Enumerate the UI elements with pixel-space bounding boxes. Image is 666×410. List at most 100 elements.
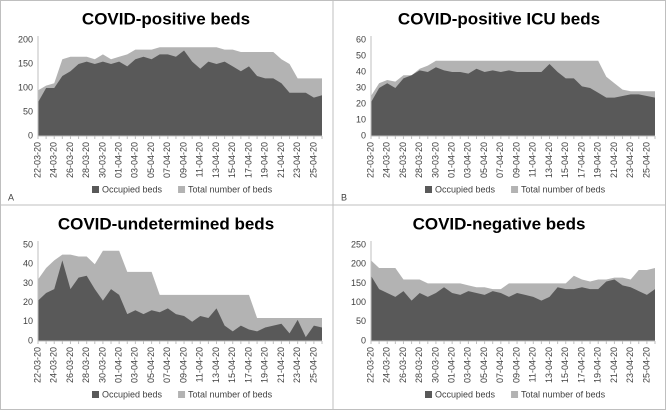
legend-swatch [425,186,432,193]
x-tick-label: 19-04-20 [593,347,603,383]
x-tick-label: 28-03-20 [414,347,424,383]
legend-swatch [92,391,99,398]
x-tick-label: 13-04-20 [544,347,554,383]
x-tick-label: 30-03-20 [97,142,107,178]
y-tick-label: 40 [23,259,33,269]
x-tick-label: 17-04-20 [243,347,253,383]
x-tick-label: 26-03-20 [65,347,75,383]
y-tick-label: 50 [23,106,33,116]
x-tick-label: 15-04-20 [227,142,237,178]
legend-label: Total number of beds [521,389,606,399]
y-tick-label: 30 [356,82,366,92]
x-tick-label: 01-04-20 [447,142,457,178]
x-tick-label: 13-04-20 [544,142,554,178]
x-tick-label: 01-04-20 [114,347,124,383]
legend-label: Total number of beds [188,389,273,399]
x-tick-label: 21-04-20 [609,347,619,383]
y-tick-label: 20 [356,98,366,108]
y-tick-label: 0 [28,130,33,140]
x-tick-label: 09-04-20 [178,347,188,383]
x-tick-label: 07-04-20 [162,347,172,383]
x-tick-label: 26-03-20 [398,347,408,383]
x-tick-label: 01-04-20 [447,347,457,383]
legend-swatch [511,391,519,398]
x-tick-label: 28-03-20 [81,347,91,383]
y-tick-label: 20 [23,297,33,307]
x-tick-label: 05-04-20 [479,347,489,383]
x-tick-label: 05-04-20 [479,142,489,178]
chart-title: COVID-undetermined beds [58,214,274,233]
legend-label: Total number of beds [188,184,273,194]
x-tick-label: 15-04-20 [227,347,237,383]
x-tick-label: 26-03-20 [65,142,75,178]
y-tick-label: 200 [351,259,366,269]
x-tick-label: 07-04-20 [495,142,505,178]
x-tick-label: 25-04-20 [308,347,318,383]
x-tick-label: 21-04-20 [276,142,286,178]
x-tick-label: 11-04-20 [528,347,538,382]
x-tick-label: 30-03-20 [97,347,107,383]
x-tick-label: 22-03-20 [365,347,375,383]
legend-label: Occupied beds [102,184,163,194]
x-tick-label: 03-04-20 [463,347,473,383]
legend-label: Total number of beds [521,184,606,194]
y-tick-label: 40 [356,66,366,76]
x-tick-label: 11-04-20 [195,347,205,382]
area [38,260,322,341]
x-tick-label: 07-04-20 [162,142,172,178]
x-tick-label: 15-04-20 [560,142,570,178]
x-tick-label: 25-04-20 [641,347,651,383]
y-tick-label: 0 [28,335,33,345]
x-tick-label: 17-04-20 [243,142,253,178]
chart-title: COVID-positive ICU beds [398,9,600,28]
x-tick-label: 17-04-20 [576,347,586,383]
chart-title: COVID-negative beds [413,214,586,233]
x-tick-label: 23-04-20 [292,142,302,178]
x-tick-label: 11-04-20 [528,142,538,177]
y-tick-label: 150 [351,278,366,288]
x-tick-label: 30-03-20 [430,142,440,178]
x-tick-label: 13-04-20 [211,142,221,178]
area [371,64,655,136]
chart-panel: COVID-positive ICU beds 0 10 20 30 40 50 60 22-0… [341,9,656,202]
y-tick-label: 150 [18,58,33,68]
chart-panel: COVID-positive beds 0 50 100 150 200 22-03-20 2… [8,9,323,202]
chart-panel: COVID-negative beds 0 50 100 150 200 250 22-03-… [351,214,656,399]
x-tick-label: 24-03-20 [382,347,392,383]
panel-label: B [341,192,347,202]
x-tick-label: 03-04-20 [130,347,140,383]
legend-swatch [178,391,186,398]
x-tick-label: 28-03-20 [414,142,424,178]
x-tick-label: 30-03-20 [430,347,440,383]
area [371,275,655,341]
area [38,50,322,137]
y-tick-label: 10 [356,114,366,124]
x-tick-label: 23-04-20 [625,347,635,383]
legend-swatch [511,186,519,193]
x-tick-label: 09-04-20 [511,142,521,178]
x-tick-label: 24-03-20 [49,347,59,383]
x-tick-label: 19-04-20 [593,142,603,178]
x-tick-label: 24-03-20 [49,142,59,178]
x-tick-label: 21-04-20 [609,142,619,178]
y-tick-label: 100 [18,82,33,92]
x-tick-label: 21-04-20 [276,347,286,383]
legend-label: Occupied beds [435,184,496,194]
x-tick-label: 05-04-20 [146,347,156,383]
y-tick-label: 30 [23,278,33,288]
y-tick-label: 50 [23,239,33,249]
y-tick-label: 0 [361,130,366,140]
legend-swatch [178,186,186,193]
x-tick-label: 01-04-20 [114,142,124,178]
x-tick-label: 13-04-20 [211,347,221,383]
x-tick-label: 25-04-20 [641,142,651,178]
panel-label: A [8,192,14,202]
x-tick-label: 11-04-20 [195,142,205,177]
legend-label: Occupied beds [435,389,496,399]
y-tick-label: 0 [361,335,366,345]
chart-title: COVID-positive beds [82,9,250,28]
y-tick-label: 10 [23,316,33,326]
y-tick-label: 50 [356,316,366,326]
x-tick-label: 23-04-20 [625,142,635,178]
